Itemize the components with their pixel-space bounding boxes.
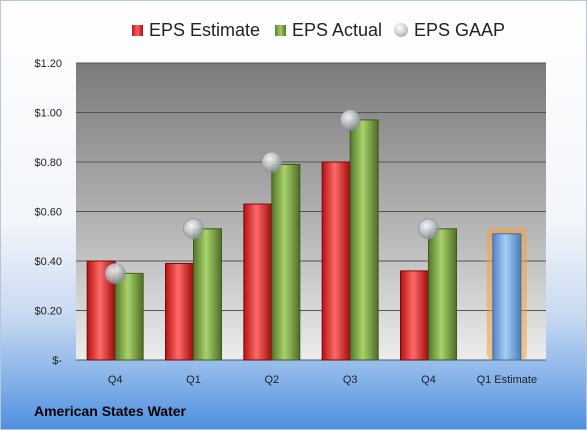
y-tick-label: $0.60	[34, 207, 62, 219]
y-tick-label: $0.20	[34, 306, 62, 318]
point-eps-gaap	[104, 262, 126, 284]
bar-eps-actual	[271, 163, 301, 361]
point-eps-gaap	[418, 218, 439, 240]
bar-eps-estimate	[321, 161, 351, 361]
y-tick-label: $0.80	[34, 157, 62, 169]
y-tick-label: $1.00	[34, 108, 62, 120]
bar-eps-estimate	[243, 203, 273, 361]
x-tick-label: Q1	[186, 374, 201, 386]
chart-legend: EPS Estimate EPS Actual EPS GAAP	[1, 15, 586, 45]
company-name: American States Water	[34, 403, 186, 419]
point-eps-gaap	[183, 218, 204, 240]
y-tick-label: $0.40	[34, 256, 62, 268]
y-tick-label: $1.20	[34, 58, 62, 70]
point-eps-gaap	[339, 109, 361, 131]
bar-eps-actual	[114, 272, 144, 361]
x-tick-label: Q3	[343, 374, 358, 386]
bar-eps-estimate	[165, 262, 194, 361]
bar-eps-actual	[428, 228, 457, 361]
eps-chart: $- $0.20 $0.40 $0.60 $0.80 $1.00 $1.20 Q4 Q1 Q2 Q3…	[34, 58, 546, 386]
x-tick-label: Q4	[108, 374, 123, 386]
bar-eps-actual	[193, 228, 222, 361]
y-tick-label: $-	[52, 355, 62, 367]
x-tick-label: Q2	[264, 374, 279, 386]
bar-eps-actual	[349, 119, 379, 361]
bar-eps-estimate	[400, 270, 429, 361]
legend-label-eps-actual: EPS Actual	[292, 19, 383, 40]
x-tick-label: Q1 Estimate	[477, 374, 538, 386]
legend-item-eps-estimate: EPS Estimate	[132, 15, 260, 45]
legend-label-eps-gaap: EPS GAAP	[414, 19, 506, 40]
legend-swatch-eps-estimate	[132, 24, 143, 36]
legend-swatch-eps-gaap	[394, 23, 408, 37]
legend-item-eps-actual: EPS Actual	[275, 15, 382, 45]
x-tick-label: Q4	[421, 374, 436, 386]
legend-swatch-eps-actual	[275, 24, 286, 36]
legend-item-eps-gaap: EPS GAAP	[394, 15, 505, 45]
point-eps-gaap	[261, 151, 283, 173]
bar-forecast	[492, 233, 522, 361]
legend-label-eps-estimate: EPS Estimate	[149, 19, 261, 40]
